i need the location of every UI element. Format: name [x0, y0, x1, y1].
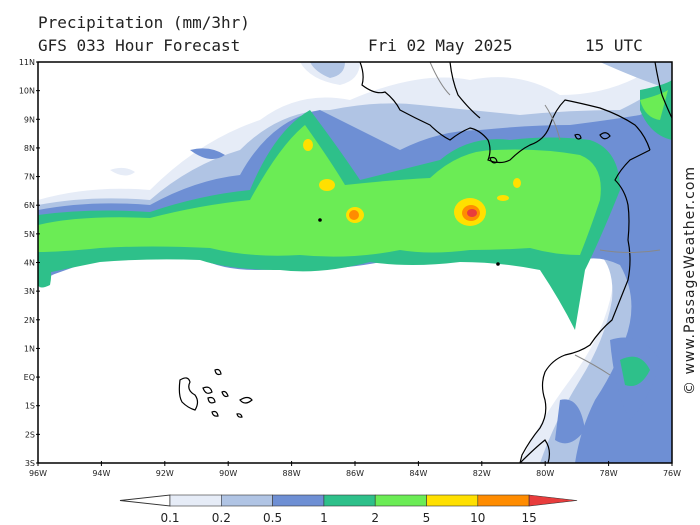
legend-min-arrow [119, 494, 171, 507]
lon-label: 88W [283, 469, 301, 478]
legend-label: 15 [521, 511, 536, 525]
map-title: Precipitation (mm/3hr) [38, 13, 250, 32]
legend-swatch [426, 494, 479, 507]
lat-label: 9N [24, 115, 35, 124]
legend-swatch [272, 494, 325, 507]
legend-label: 5 [423, 511, 431, 525]
lat-label: 5N [24, 230, 35, 239]
longitude-labels: 96W 94W 92W 90W 88W 86W 84W 82W 80W 78W 76W [29, 461, 681, 478]
country-borders [429, 62, 661, 376]
legend-swatch [374, 494, 427, 507]
legend-label: 0.2 [212, 511, 231, 525]
lat-label: 1N [24, 344, 35, 353]
lat-label: 2N [24, 316, 35, 325]
lat-label: 8N [24, 144, 35, 153]
legend-swatch [323, 494, 376, 507]
lon-label: 86W [346, 469, 364, 478]
lon-label: 76W [663, 469, 681, 478]
lat-label: 11N [19, 58, 35, 67]
lat-label: EQ [24, 373, 35, 382]
lon-label: 94W [92, 469, 110, 478]
lat-label: 2S [25, 430, 35, 439]
legend-label: 1 [320, 511, 328, 525]
lon-label: 78W [600, 469, 618, 478]
lat-label: 1S [25, 402, 35, 411]
legend-max-arrow [528, 494, 578, 507]
precip-layer-2 [38, 90, 668, 257]
legend-label: 10 [470, 511, 485, 525]
lat-label: 7N [24, 173, 35, 182]
lon-label: 80W [536, 469, 554, 478]
legend-label: 2 [371, 511, 379, 525]
lon-label: 90W [219, 469, 237, 478]
lon-label: 92W [156, 469, 174, 478]
lon-label: 84W [409, 469, 427, 478]
legend-swatch [169, 494, 222, 507]
legend-label: 0.1 [160, 511, 179, 525]
legend-label: 0.5 [263, 511, 282, 525]
forecast-time: 15 UTC [585, 36, 643, 55]
lat-label: 4N [24, 259, 35, 268]
lon-label: 96W [29, 469, 47, 478]
latitude-labels: 11N 10N 9N 8N 7N 6N 5N 4N 3N 2N 1N EQ 1S 2S 3S [19, 58, 40, 468]
lat-label: 3N [24, 287, 35, 296]
lat-label: 6N [24, 201, 35, 210]
legend-swatch [477, 494, 530, 507]
model-run-label: GFS 033 Hour Forecast [38, 36, 241, 55]
legend-swatch [221, 494, 273, 507]
forecast-date: Fri 02 May 2025 [368, 36, 513, 55]
coastline [178, 62, 672, 463]
precip-layer-15 [467, 209, 477, 217]
lat-label: 10N [19, 87, 35, 96]
lat-label: 3S [25, 459, 35, 468]
lon-label: 82W [473, 469, 491, 478]
